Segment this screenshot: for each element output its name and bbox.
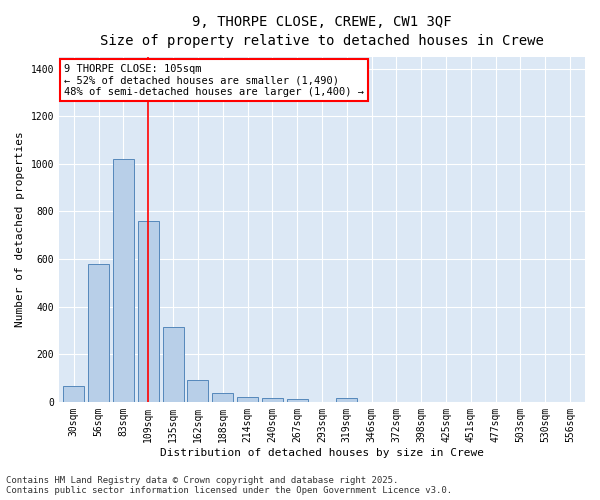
Bar: [113, 159, 134, 402]
Bar: [187, 380, 208, 402]
Text: 9 THORPE CLOSE: 105sqm
← 52% of detached houses are smaller (1,490)
48% of semi-: 9 THORPE CLOSE: 105sqm ← 52% of detached…: [64, 64, 364, 96]
Bar: [336, 398, 358, 402]
Bar: [138, 221, 159, 402]
Text: Contains HM Land Registry data © Crown copyright and database right 2025.
Contai: Contains HM Land Registry data © Crown c…: [6, 476, 452, 495]
Title: 9, THORPE CLOSE, CREWE, CW1 3QF
Size of property relative to detached houses in : 9, THORPE CLOSE, CREWE, CW1 3QF Size of …: [100, 15, 544, 48]
Bar: [237, 396, 258, 402]
Bar: [63, 386, 85, 402]
Bar: [212, 393, 233, 402]
X-axis label: Distribution of detached houses by size in Crewe: Distribution of detached houses by size …: [160, 448, 484, 458]
Bar: [163, 327, 184, 402]
Bar: [287, 399, 308, 402]
Y-axis label: Number of detached properties: Number of detached properties: [15, 132, 25, 327]
Bar: [262, 398, 283, 402]
Bar: [88, 264, 109, 402]
